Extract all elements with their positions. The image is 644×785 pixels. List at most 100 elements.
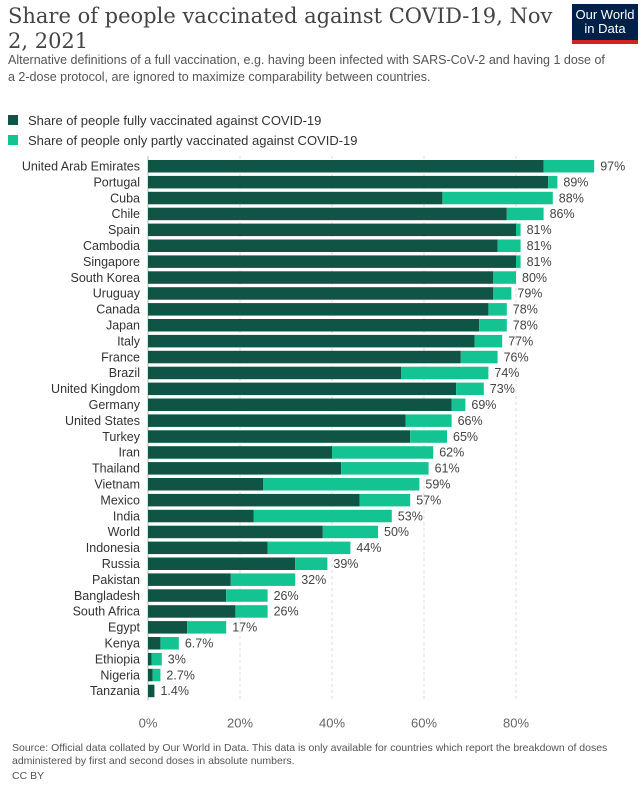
category-label: Canada — [96, 303, 140, 317]
x-tick-label: 0% — [139, 716, 158, 731]
total-label: 81% — [527, 239, 552, 253]
total-label: 79% — [517, 287, 542, 301]
category-label: Cuba — [110, 191, 140, 205]
bar-fully — [148, 621, 188, 634]
total-label: 65% — [453, 430, 478, 444]
bar-partly — [543, 160, 595, 173]
total-label: 2.7% — [166, 668, 195, 682]
bar-fully — [148, 637, 161, 650]
bar-fully — [148, 398, 452, 411]
bar-partly — [493, 287, 512, 300]
bar-partly — [230, 573, 296, 586]
category-label: India — [113, 509, 140, 523]
bar-partly — [548, 175, 558, 189]
total-label: 62% — [439, 446, 464, 460]
bar-fully — [148, 605, 236, 618]
owid-logo[interactable]: Our World in Data — [572, 4, 638, 44]
total-label: 6.7% — [185, 637, 214, 651]
bar-fully — [148, 271, 493, 284]
category-label: South Africa — [73, 605, 140, 619]
bar-fully — [148, 493, 360, 507]
category-label: Kenya — [105, 637, 140, 651]
bar-partly — [401, 366, 489, 380]
total-label: 61% — [435, 462, 460, 476]
bar-fully — [148, 589, 227, 602]
bar-partly — [235, 605, 268, 618]
bar-fully — [148, 191, 443, 205]
category-label: Germany — [89, 398, 141, 412]
total-label: 88% — [559, 191, 584, 205]
bar-partly — [151, 652, 162, 666]
bar-partly — [493, 271, 516, 284]
total-label: 97% — [600, 160, 625, 174]
total-label: 73% — [490, 382, 515, 396]
source-note: Source: Official data collated by Our Wo… — [12, 742, 608, 767]
category-label: Singapore — [83, 255, 140, 269]
total-label: 1.4% — [160, 684, 189, 698]
legend-item-partly[interactable]: Share of people only partly vaccinated a… — [8, 130, 358, 150]
total-label: 44% — [356, 541, 381, 555]
bar-partly — [410, 430, 447, 443]
bar-partly — [442, 191, 553, 205]
total-label: 32% — [301, 573, 326, 587]
total-label: 80% — [522, 271, 547, 285]
bar-fully — [148, 430, 411, 443]
total-label: 53% — [398, 509, 423, 523]
bar-partly — [332, 446, 434, 459]
category-label: Cambodia — [83, 239, 140, 253]
total-label: 81% — [527, 223, 552, 237]
total-label: 89% — [563, 175, 588, 189]
legend: Share of people fully vaccinated against… — [8, 110, 358, 150]
bar-fully — [148, 382, 457, 396]
bar-partly — [322, 525, 378, 539]
category-label: Tanzania — [90, 684, 140, 698]
category-label: South Korea — [71, 271, 141, 285]
bar-fully — [148, 334, 475, 348]
category-label: Indonesia — [86, 541, 140, 555]
category-label: France — [101, 350, 140, 364]
category-label: Spain — [108, 223, 140, 237]
bar-fully — [148, 239, 498, 252]
logo-line-2: in Data — [584, 21, 626, 36]
license-label: CC BY — [12, 770, 45, 782]
category-label: Egypt — [108, 621, 140, 635]
category-label: Iran — [118, 446, 140, 460]
total-label: 77% — [508, 334, 533, 348]
total-label: 59% — [425, 478, 450, 492]
total-label: 76% — [504, 350, 529, 364]
category-label: Brazil — [109, 366, 140, 380]
bar-partly — [263, 478, 420, 491]
bar-partly — [497, 239, 521, 252]
total-label: 69% — [471, 398, 496, 412]
bar-fully — [148, 478, 263, 491]
bar-fully — [148, 414, 406, 427]
legend-item-fully[interactable]: Share of people fully vaccinated against… — [8, 110, 358, 130]
category-label: Chile — [112, 207, 141, 221]
category-label: Bangladesh — [74, 589, 140, 603]
bar-partly — [516, 255, 521, 268]
bar-fully — [148, 446, 332, 459]
bar-fully — [148, 207, 507, 221]
bar-partly — [488, 303, 507, 316]
bar-fully — [148, 223, 516, 237]
bar-partly — [267, 541, 351, 555]
category-label: Ethiopia — [95, 652, 140, 666]
category-label: United States — [65, 414, 140, 428]
bar-fully — [148, 462, 342, 475]
category-label: United Kingdom — [51, 382, 140, 396]
bar-partly — [405, 414, 452, 427]
bar-partly — [479, 319, 507, 332]
legend-swatch-partly — [8, 135, 18, 145]
total-label: 26% — [274, 589, 299, 603]
category-label: Thailand — [92, 462, 140, 476]
category-label: Mexico — [100, 493, 140, 507]
bar-partly — [160, 637, 179, 650]
bar-fully — [148, 350, 461, 364]
bar-partly — [474, 334, 503, 348]
bar-fully — [148, 255, 516, 268]
bar-fully — [148, 366, 401, 380]
total-label: 39% — [333, 557, 358, 571]
total-label: 78% — [513, 303, 538, 317]
total-label: 78% — [513, 319, 538, 333]
category-label: Portugal — [93, 175, 140, 189]
